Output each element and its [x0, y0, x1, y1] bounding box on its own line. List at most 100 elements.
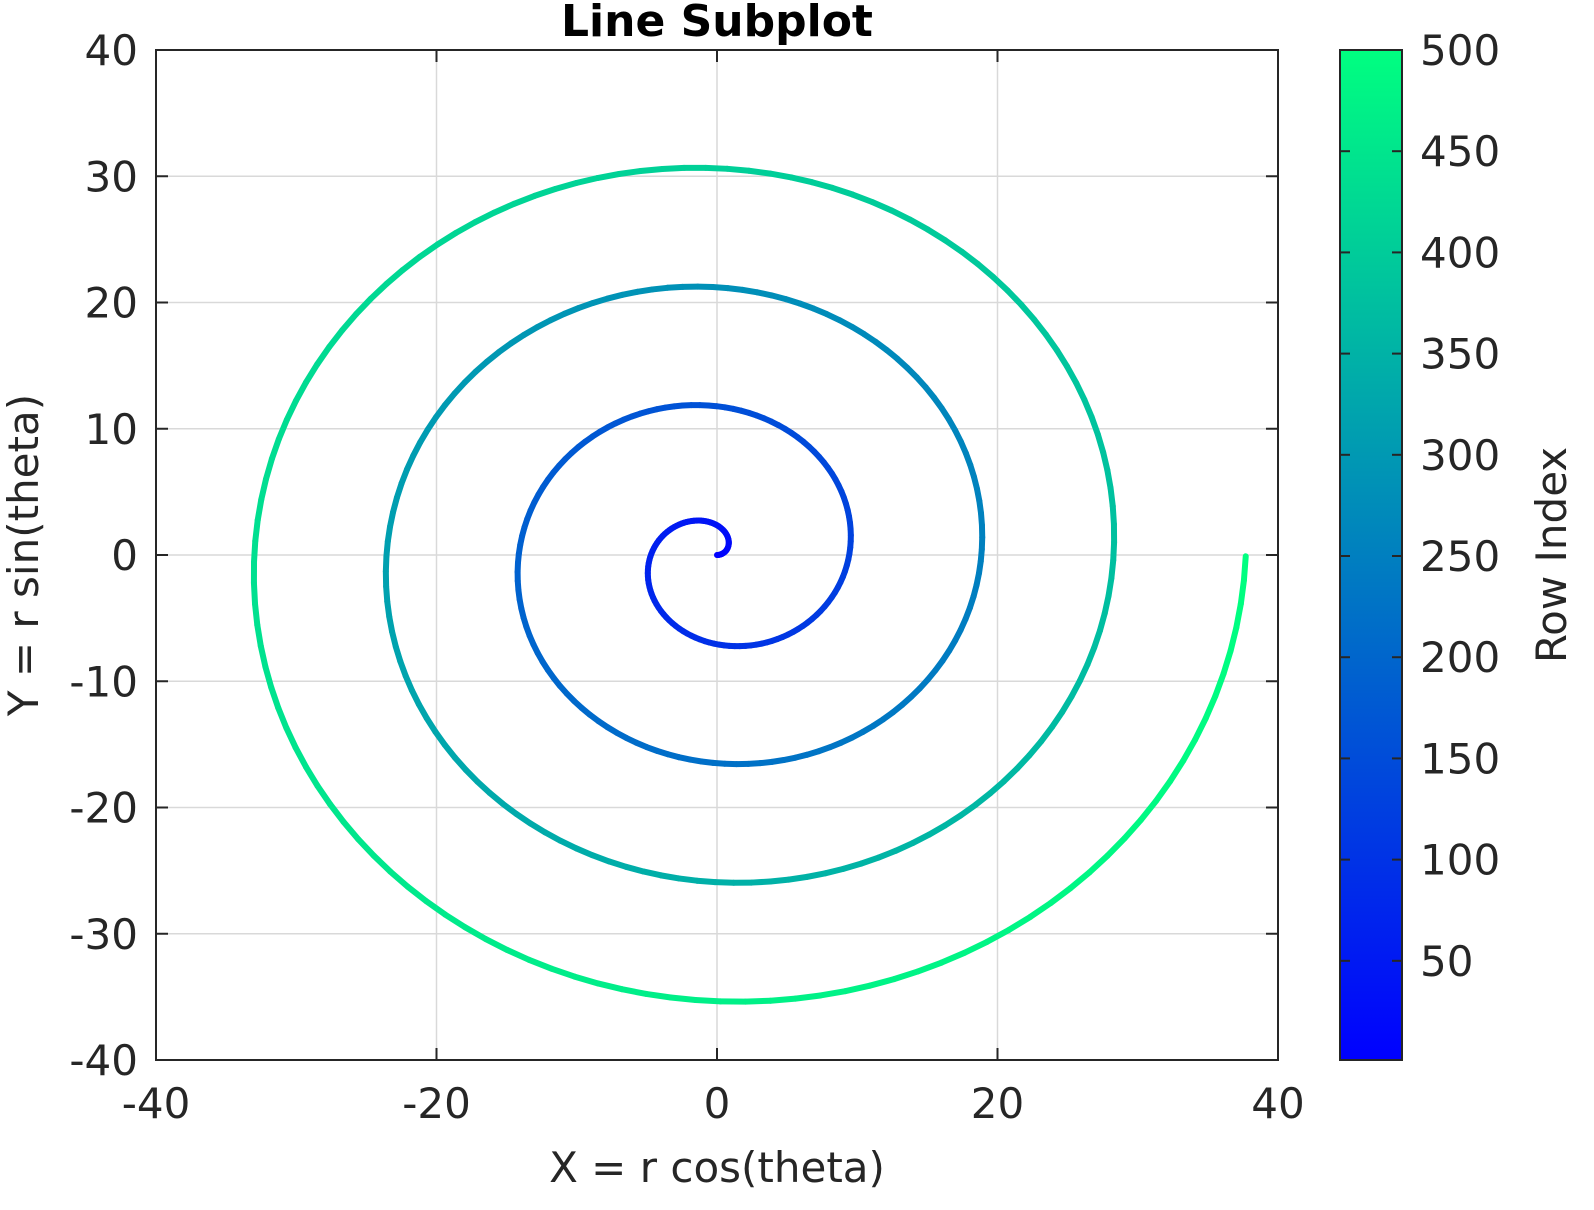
spiral-segment [548, 965, 578, 980]
colorbar-tick-label: 100 [1420, 836, 1500, 885]
spiral-segment [804, 870, 829, 880]
y-tick-label: 30 [85, 152, 138, 201]
spiral-segment [314, 343, 333, 368]
spiral-segment [491, 200, 518, 216]
spiral-segment [1202, 693, 1219, 722]
spiral-segment [1047, 885, 1074, 907]
spiral-segment [275, 704, 290, 731]
spiral-segment [1081, 396, 1095, 421]
spiral-segment [637, 165, 666, 174]
spiral-segment [942, 237, 965, 255]
chart-title: Line Subplot [561, 0, 873, 47]
colorbar-tick-label: 450 [1420, 127, 1500, 176]
spiral-segment [367, 280, 390, 302]
spiral-segment [1000, 765, 1020, 785]
spiral-segment [990, 273, 1011, 294]
spiral-segment [657, 872, 682, 882]
spiral-segment [972, 790, 994, 808]
spiral-segment [1192, 715, 1209, 743]
spiral-segment [1073, 379, 1088, 403]
spiral-segment [1153, 778, 1174, 804]
spiral-segment [531, 185, 559, 199]
spiral-segment [452, 219, 478, 236]
spiral-segment [314, 782, 334, 808]
spiral-segment [462, 924, 489, 943]
spiral-segment [1086, 852, 1111, 876]
spiral-segment [423, 898, 449, 918]
spiral-segment [339, 311, 360, 334]
colorbar-tick-label: 400 [1420, 228, 1500, 277]
spiral-segment [355, 836, 377, 859]
spiral-line [250, 164, 1249, 1005]
spiral-segment [292, 379, 310, 404]
spiral-segment [1240, 553, 1249, 584]
spiral-segment [817, 988, 849, 999]
spiral-segment [1088, 414, 1101, 438]
spiral-segment [974, 261, 997, 280]
x-tick-label: -20 [402, 1079, 471, 1128]
spiral-segment [712, 879, 737, 886]
spiral-segment [767, 170, 795, 181]
spiral-segment [525, 956, 555, 972]
spiral-segment [938, 949, 968, 966]
spiral-segment [268, 436, 282, 462]
spiral-segment [268, 684, 282, 711]
spiral-segment [1121, 816, 1144, 842]
colorbar-tick-label: 250 [1420, 532, 1500, 581]
spiral-segment [924, 226, 949, 244]
spiral-segment [573, 175, 601, 187]
spiral-segment [303, 361, 321, 386]
colorbar-tick-label: 350 [1420, 330, 1500, 379]
spiral-segment [416, 241, 441, 260]
spiral-segment [643, 990, 674, 1001]
spiral-segment [275, 416, 290, 443]
y-tick-label: -30 [69, 910, 138, 959]
spiral-segment [724, 165, 752, 174]
x-tick-label: -40 [122, 1079, 191, 1128]
spiral-segment [987, 778, 1007, 797]
spiral-segment [326, 327, 346, 350]
spiral-segment [251, 537, 259, 565]
spiral-segment [1059, 693, 1075, 716]
spiral-segment [875, 847, 899, 861]
spiral-segment [252, 600, 261, 628]
spiral-segment [254, 621, 264, 649]
x-axis-label: X = r cos(theta) [549, 1143, 885, 1192]
spiral-segment [283, 724, 299, 751]
spiral-segment [615, 167, 644, 178]
x-tick-label: 20 [971, 1079, 1024, 1128]
spiral-segment [809, 179, 836, 191]
spiral-segment [340, 818, 362, 843]
spiral-segment [399, 253, 423, 273]
spiral-segment [258, 476, 270, 503]
spiral-segment [906, 216, 931, 233]
x-tick-label: 0 [704, 1079, 731, 1128]
axis-ticks: -40 -20 0 20 40 -40 -30 -20 -10 0 10 20 30 40 [69, 26, 1304, 1128]
spiral-segment [961, 938, 990, 956]
spiral-segment [785, 873, 811, 883]
spiral-segment [1042, 331, 1060, 354]
spiral-segment [829, 184, 856, 198]
y-tick-label: 20 [85, 279, 138, 328]
spiral-segment [1018, 301, 1037, 323]
spiral-segment [353, 295, 374, 318]
spiral-segment [909, 831, 933, 847]
spiral-segment [983, 926, 1012, 945]
spiral-segment [1030, 316, 1049, 338]
spiral-segment [595, 980, 625, 993]
spiral-segment [618, 986, 650, 997]
spiral-segment [1167, 757, 1187, 785]
spiral-segment [1180, 736, 1199, 764]
spiral-segment [1220, 647, 1234, 677]
spiral-segment [667, 994, 699, 1004]
spiral-segment [1064, 363, 1080, 386]
spiral-segment [1212, 670, 1227, 700]
spiral-segment [387, 868, 411, 890]
spiral-segment [1237, 577, 1247, 607]
spiral-segment [252, 517, 261, 544]
spiral-segment [552, 180, 580, 192]
colorbar-tick-label: 500 [1420, 26, 1500, 75]
spiral-segment [1053, 347, 1071, 370]
spiral-segment [640, 868, 664, 879]
spiral-segment [571, 973, 602, 987]
